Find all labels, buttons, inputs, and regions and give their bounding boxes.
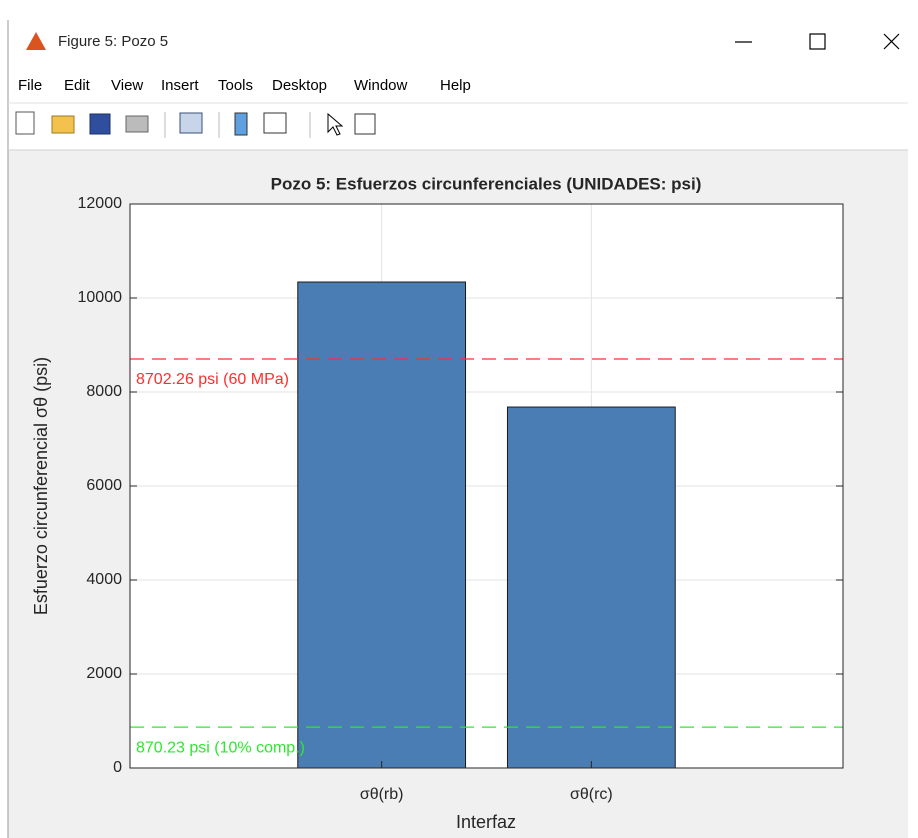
y-tick-label: 2000 — [86, 665, 122, 682]
bar — [506, 406, 676, 769]
menu-item[interactable]: Edit — [64, 77, 91, 94]
y-tick-label: 12000 — [78, 195, 123, 212]
y-tick-label: 6000 — [86, 477, 122, 494]
x-tick-label: σθ(rb) — [360, 786, 404, 803]
colorbar-icon[interactable] — [234, 112, 248, 136]
property-icon[interactable] — [354, 113, 376, 135]
menu-item[interactable]: Window — [354, 77, 408, 94]
bar — [297, 281, 467, 769]
legend-icon[interactable] — [263, 112, 287, 134]
y-tick-label: 8000 — [86, 383, 122, 400]
close-button[interactable] — [883, 33, 900, 50]
save-icon[interactable] — [89, 113, 111, 135]
pointer-icon[interactable] — [327, 112, 344, 136]
menu-item[interactable]: File — [18, 77, 42, 94]
menu-item[interactable]: Tools — [218, 77, 253, 94]
menu-item[interactable]: Help — [440, 77, 471, 94]
reference-label: 8702.26 psi (60 MPa) — [136, 371, 289, 388]
y-tick-label: 0 — [113, 759, 122, 776]
y-axis-label: Esfuerzo circunferencial σθ (psi) — [31, 357, 51, 615]
link-icon[interactable] — [179, 112, 203, 134]
x-tick-label: σθ(rc) — [570, 786, 613, 803]
toolbar — [15, 111, 376, 138]
axes-box — [129, 203, 844, 769]
menu-item[interactable]: Insert — [161, 77, 199, 94]
new-icon[interactable] — [15, 111, 35, 135]
plot: 0 2000 4000 6000 8000 10000 12000 σθ(rb) σθ(rc) 8… — [78, 195, 844, 803]
window-title: Figure 5: Pozo 5 — [58, 33, 168, 50]
app-icon — [26, 32, 46, 50]
chart-title: Pozo 5: Esfuerzos circunferenciales (UNI… — [271, 174, 702, 193]
y-tick-label: 4000 — [86, 571, 122, 588]
maximize-button[interactable] — [809, 33, 826, 50]
open-icon[interactable] — [51, 115, 75, 134]
y-tick-label: 10000 — [78, 289, 123, 306]
x-axis-label: Interfaz — [456, 812, 516, 832]
print-icon[interactable] — [125, 115, 149, 133]
reference-label: 870.23 psi (10% comp.) — [136, 739, 305, 756]
menu-item[interactable]: View — [111, 77, 143, 94]
menu-item[interactable]: Desktop — [272, 77, 327, 94]
